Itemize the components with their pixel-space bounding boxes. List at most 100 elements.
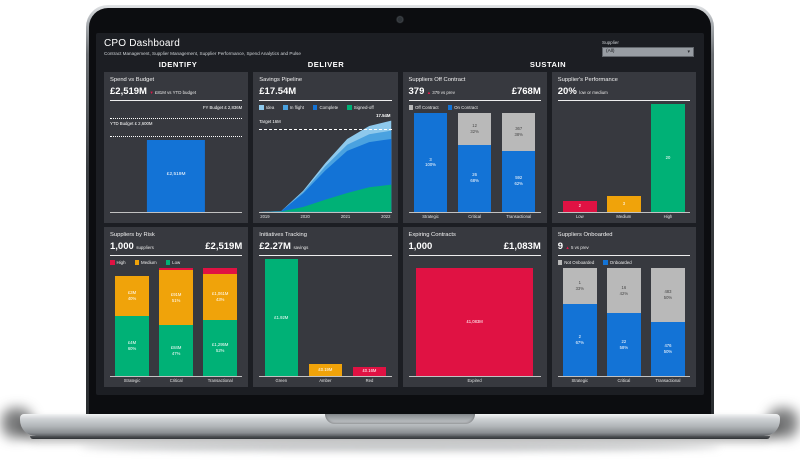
kpi-suffix: savings xyxy=(293,245,309,251)
swatch-off-contract xyxy=(408,105,413,110)
bar-strategic[interactable]: £3M 40% £4M 60% xyxy=(115,275,149,376)
segment-on-contract[interactable]: 3 100% xyxy=(413,113,448,212)
kpi-suffix: low or medium xyxy=(579,90,608,95)
bar-value-label: 2 xyxy=(578,203,581,209)
legend-item-in-flight[interactable]: In flight xyxy=(283,105,304,110)
legend-item-onboarded[interactable]: Onboarded xyxy=(603,260,632,266)
x-tick: Amber xyxy=(319,378,332,384)
kpi-delta-text: £81M vs YTD budget xyxy=(154,90,197,95)
segment-on-contract[interactable]: 26 68% xyxy=(457,144,492,212)
legend-item-medium[interactable]: Medium xyxy=(134,260,157,265)
swatch-signed-off xyxy=(347,105,352,110)
bar-transactional[interactable]: £1,061M 43% £1,295M 52% xyxy=(203,268,237,376)
segment-medium[interactable]: £3M 40% xyxy=(115,275,149,316)
segment-on-contract[interactable]: 592 62% xyxy=(501,150,536,212)
bar-amber[interactable]: £0.19M xyxy=(308,364,343,376)
segment-label: 483 50% xyxy=(663,289,673,301)
bar-strategic[interactable]: 3 100% xyxy=(413,113,448,212)
legend-label: In flight xyxy=(289,105,304,110)
segment-label: 3 100% xyxy=(425,156,436,168)
bar-transactional[interactable]: 483 50% 476 50% xyxy=(651,268,685,376)
legend-item-low[interactable]: Low xyxy=(165,260,180,265)
segment-not-onboarded[interactable]: 483 50% xyxy=(651,268,685,323)
divider xyxy=(408,100,541,101)
card-initiatives-tracking: Initiatives Tracking £2.27M savings £1.9… xyxy=(253,226,398,387)
legend-item-signed-off[interactable]: Signed-off xyxy=(347,105,374,110)
off-contract-chart: 3 100% 12 32% 26 68% 367 38% 592 62% xyxy=(409,113,541,212)
segment-label: 367 38% xyxy=(514,126,523,137)
segment-high[interactable] xyxy=(203,268,237,274)
ytd-budget-label: YTD Budget £ 2,600M xyxy=(110,121,153,127)
card-title: Suppliers Onboarded xyxy=(557,231,613,238)
triangle-down-icon: ▼ xyxy=(149,90,154,95)
x-tick: Strategic xyxy=(422,214,439,220)
segment-high[interactable] xyxy=(159,268,193,271)
x-axis: Strategic Critical Transactional xyxy=(110,375,243,384)
bar-critical[interactable]: 16 42% 22 58% xyxy=(607,268,641,376)
segment-off-contract[interactable]: 367 38% xyxy=(501,113,536,151)
segment-onboarded[interactable]: 476 50% xyxy=(651,322,685,376)
segment-not-onboarded[interactable]: 1 33% xyxy=(563,268,597,304)
swatch-medium xyxy=(134,260,140,265)
divider xyxy=(408,255,541,257)
chevron-down-icon: ▾ xyxy=(687,48,690,55)
segment-low[interactable]: £1,295M 52% xyxy=(203,319,237,376)
kpi-suffix: suppliers xyxy=(136,245,154,251)
segment-not-onboarded[interactable]: 16 42% xyxy=(607,268,641,314)
divider xyxy=(110,100,243,101)
bar-critical[interactable]: £91M 51% £84M 47% xyxy=(159,268,193,376)
legend-label: Onboarded xyxy=(609,260,632,266)
segment-low[interactable]: £4M 60% xyxy=(115,315,149,376)
segment-label: £1,061M 43% xyxy=(212,291,229,302)
dashboard-header: CPO Dashboard Contract Management, Suppl… xyxy=(96,33,704,58)
area-plot[interactable]: Target 16M 17.54M xyxy=(259,113,392,212)
bar-critical[interactable]: 12 32% 26 68% xyxy=(457,113,492,212)
segment-onboarded[interactable]: 22 58% xyxy=(607,313,641,376)
card-title: Savings Pipeline xyxy=(259,76,303,83)
bar-red[interactable]: £0.16M xyxy=(352,366,387,376)
legend-item-idea[interactable]: Idea xyxy=(259,105,274,110)
segment-medium[interactable]: £91M 51% xyxy=(159,270,193,326)
bar-strategic[interactable]: 1 33% 2 67% xyxy=(563,268,597,376)
initiatives-chart: £1.92M £0.19M £0.16M xyxy=(259,259,391,376)
legend-item-complete[interactable]: Complete xyxy=(312,105,338,110)
supplier-filter-dropdown[interactable]: (All) ▾ xyxy=(602,46,694,57)
x-tick: Critical xyxy=(169,378,183,384)
segment-label: 2 67% xyxy=(575,334,584,345)
segment-onboarded[interactable]: 2 67% xyxy=(563,303,597,376)
spend-bar[interactable]: £2,519M xyxy=(147,139,206,212)
bar-low[interactable]: 2 xyxy=(563,200,597,212)
bar-expired[interactable]: £1,083M xyxy=(416,268,533,376)
card-suppliers-by-risk: Suppliers by Risk 1,000 suppliers £2,519… xyxy=(104,226,249,387)
target-label: Target 16M xyxy=(259,118,281,124)
swatch-high xyxy=(110,260,115,265)
segment-medium[interactable]: £1,061M 43% xyxy=(203,273,237,320)
segment-label: 22 58% xyxy=(619,339,629,350)
x-axis: Expired xyxy=(408,375,541,384)
segment-off-contract[interactable]: 12 32% xyxy=(457,113,492,145)
card-title: Suppliers Off Contract xyxy=(408,76,466,83)
fy-budget-label: FY Budget £ 2,836M xyxy=(202,105,243,111)
legend-item-high[interactable]: High xyxy=(110,260,126,265)
legend-item-on-contract[interactable]: On Contract xyxy=(447,105,478,110)
bar-value-label: £1,083M xyxy=(466,319,483,325)
bar-value-label: 20 xyxy=(665,155,671,161)
swatch-complete xyxy=(312,105,318,110)
bar-medium[interactable]: 3 xyxy=(607,195,641,212)
x-tick: Green xyxy=(275,378,288,384)
swatch-in-flight xyxy=(283,105,288,110)
segment-label: 12 32% xyxy=(470,123,479,134)
segment-label: 16 42% xyxy=(619,285,629,296)
legend-item-not-onboarded[interactable]: Not Onboarded xyxy=(557,260,594,265)
bar-transactional[interactable]: 367 38% 592 62% xyxy=(501,113,536,212)
bar-high[interactable]: 20 xyxy=(651,104,685,212)
segment-low[interactable]: £84M 47% xyxy=(159,325,193,376)
x-axis: Green Amber Red xyxy=(259,375,392,384)
kpi-delta: ▲ 379 vs prev xyxy=(427,90,455,95)
legend-item-off-contract[interactable]: Off Contract xyxy=(408,105,439,110)
kpi-expiring-value: £1,083M xyxy=(503,241,541,253)
card-savings-pipeline: Savings Pipeline £17.54M Idea In flight … xyxy=(253,71,398,223)
bar-green[interactable]: £1.92M xyxy=(264,259,299,376)
laptop-shadow xyxy=(80,443,720,451)
